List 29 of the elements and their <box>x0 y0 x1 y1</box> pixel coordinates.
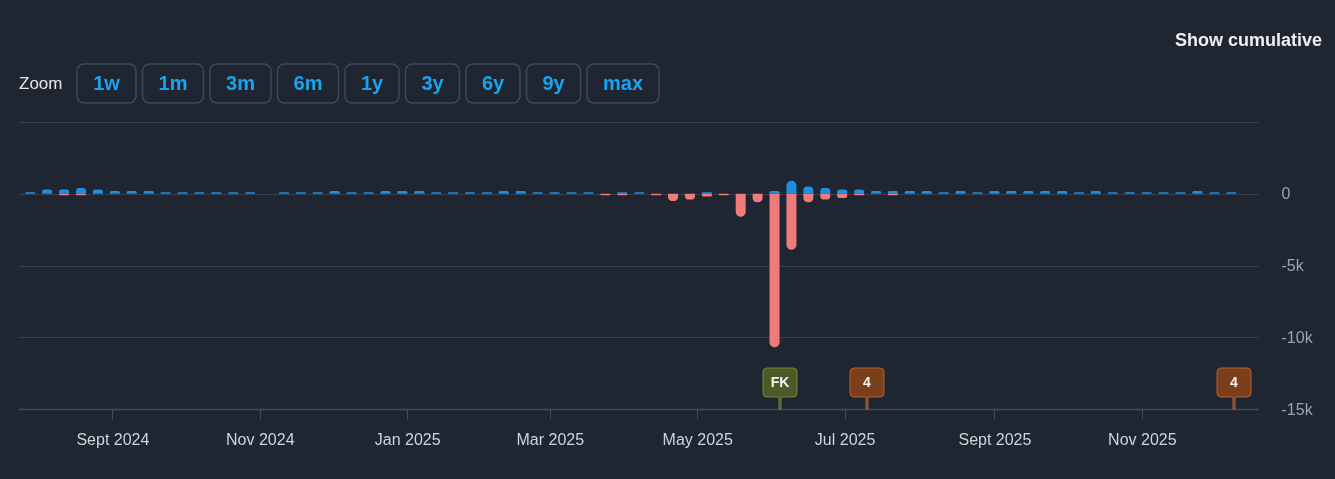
text: 6y <box>481 71 505 94</box>
x-tick-label: Nov 2024 <box>226 430 295 448</box>
text: 9y <box>542 71 566 94</box>
annotation: 4 <box>863 373 872 390</box>
x-tick-label: Mar 2025 <box>516 430 585 448</box>
y-tick-label: -10k <box>1281 328 1314 346</box>
text: 1m <box>158 71 188 94</box>
text: Zoom <box>19 73 63 93</box>
x-tick-label: May 2025 <box>662 430 733 448</box>
bar <box>769 193 780 348</box>
text: 3y <box>421 71 445 94</box>
text: 1y <box>360 71 384 94</box>
bar <box>786 193 797 250</box>
x-tick-label: Nov 2025 <box>1108 430 1177 448</box>
text: 6m <box>293 71 323 94</box>
annotation: FK <box>770 373 790 390</box>
x-tick-label: Sept 2025 <box>958 430 1032 448</box>
bar <box>735 193 746 217</box>
text: 3m <box>226 71 255 94</box>
x-tick-label: Jan 2025 <box>374 430 441 448</box>
text: Show cumulative <box>1174 30 1322 50</box>
x-tick-label: Jul 2025 <box>814 430 876 448</box>
annotation: 4 <box>1230 373 1239 390</box>
text: 1w <box>93 71 121 94</box>
text: max <box>602 71 644 94</box>
y-tick-label: -5k <box>1281 257 1305 274</box>
x-tick-label: Sept 2024 <box>76 430 150 448</box>
y-tick-label: 0 <box>1281 185 1291 203</box>
y-tick-label: -15k <box>1281 400 1314 418</box>
